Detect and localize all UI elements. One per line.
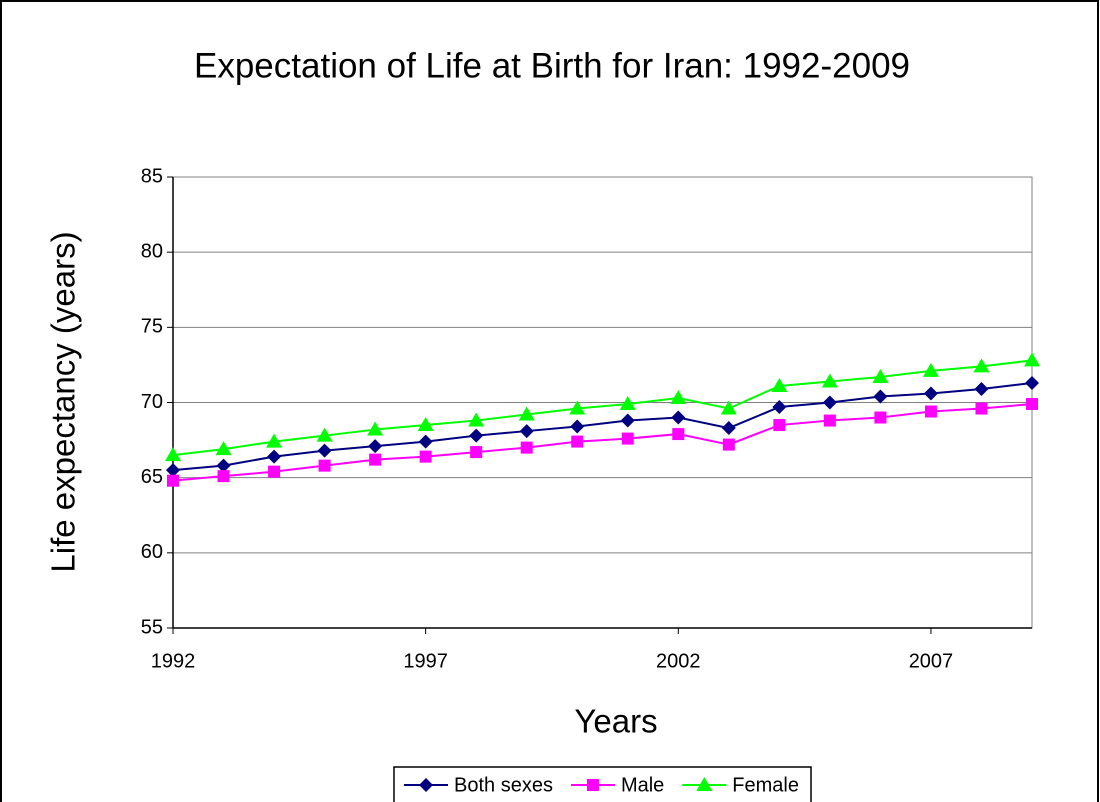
y-tick-label: 65 bbox=[141, 466, 163, 488]
data-point bbox=[266, 433, 283, 448]
data-point bbox=[823, 414, 836, 427]
data-point bbox=[167, 474, 179, 487]
data-point bbox=[1025, 375, 1039, 390]
x-axis-label: Years bbox=[574, 703, 657, 740]
data-point bbox=[975, 402, 988, 415]
data-point bbox=[217, 470, 230, 483]
data-point bbox=[520, 441, 533, 454]
legend-item: Female bbox=[682, 774, 799, 796]
data-point bbox=[821, 373, 838, 388]
legend-item: Both sexes bbox=[403, 774, 553, 796]
data-point bbox=[569, 400, 586, 415]
data-point bbox=[771, 377, 788, 392]
data-point bbox=[470, 446, 483, 459]
data-point bbox=[922, 362, 939, 377]
data-point bbox=[974, 381, 989, 396]
y-tick-label: 80 bbox=[141, 240, 163, 262]
data-point bbox=[721, 421, 736, 436]
x-tick-label: 2002 bbox=[656, 650, 701, 672]
data-point bbox=[672, 428, 685, 441]
legend-label: Female bbox=[732, 774, 799, 796]
data-point bbox=[519, 424, 534, 439]
x-tick-label: 2007 bbox=[909, 650, 954, 672]
data-point bbox=[417, 417, 434, 432]
data-point bbox=[571, 435, 584, 448]
data-point bbox=[267, 449, 282, 464]
y-tick-label: 85 bbox=[141, 165, 163, 187]
data-point bbox=[367, 421, 384, 436]
series-line bbox=[172, 381, 1033, 472]
y-axis-label: Life expectancy (years) bbox=[45, 231, 82, 572]
legend: Both sexes Male Female bbox=[393, 766, 812, 802]
data-point bbox=[317, 443, 332, 458]
data-point bbox=[165, 447, 181, 462]
chart-title: Expectation of Life at Birth for Iran: 1… bbox=[194, 46, 910, 85]
data-point bbox=[720, 400, 737, 415]
data-point bbox=[874, 411, 887, 424]
data-point bbox=[671, 410, 686, 425]
data-point bbox=[469, 428, 484, 443]
data-point bbox=[973, 358, 990, 373]
data-point bbox=[368, 439, 383, 454]
data-point bbox=[923, 386, 938, 401]
data-point bbox=[468, 412, 485, 427]
y-tick-label: 60 bbox=[141, 541, 163, 563]
legend-marker bbox=[586, 779, 599, 791]
data-point bbox=[924, 405, 937, 418]
data-point bbox=[268, 465, 281, 478]
data-point bbox=[369, 453, 382, 466]
data-point bbox=[873, 389, 888, 404]
data-point bbox=[418, 434, 433, 449]
y-tick-label: 75 bbox=[141, 316, 163, 338]
data-point bbox=[722, 438, 735, 451]
data-point bbox=[419, 450, 432, 463]
data-point bbox=[518, 406, 535, 421]
legend-label: Both sexes bbox=[454, 774, 553, 796]
legend-marker bbox=[418, 778, 433, 792]
data-point bbox=[822, 395, 837, 410]
data-point bbox=[872, 368, 889, 383]
data-point bbox=[773, 419, 786, 432]
data-point bbox=[1026, 398, 1038, 411]
series-line bbox=[172, 359, 1033, 457]
data-point bbox=[318, 459, 331, 472]
data-point bbox=[570, 419, 585, 434]
series-line bbox=[172, 403, 1033, 482]
y-tick-label: 70 bbox=[141, 391, 163, 413]
y-tick-label: 55 bbox=[141, 616, 163, 638]
x-tick-label: 1992 bbox=[151, 650, 196, 672]
data-point bbox=[772, 400, 787, 415]
data-point bbox=[621, 432, 634, 445]
data-point bbox=[216, 458, 231, 473]
data-point bbox=[166, 463, 180, 478]
legend-item: Male bbox=[570, 774, 664, 796]
data-point bbox=[316, 427, 333, 442]
legend-label: Male bbox=[621, 774, 664, 796]
data-point bbox=[670, 389, 687, 404]
x-tick-label: 1997 bbox=[403, 650, 448, 672]
data-point bbox=[620, 413, 635, 428]
data-point bbox=[1024, 352, 1040, 367]
legend-marker bbox=[696, 777, 713, 791]
data-point bbox=[215, 441, 232, 456]
data-point bbox=[619, 396, 636, 411]
